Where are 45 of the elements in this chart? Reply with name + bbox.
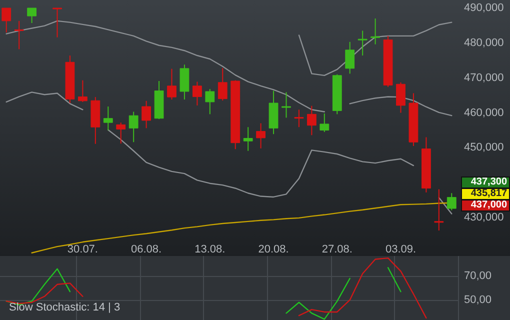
candlestick — [116, 122, 126, 144]
candlestick — [103, 106, 113, 131]
x-tick-label: 27.08. — [322, 244, 352, 256]
text: Slow Stochastic: 14 | 3 — [9, 302, 120, 314]
candlestick — [78, 80, 88, 102]
x-tick-label: 30.07. — [67, 244, 98, 256]
candlestick — [345, 41, 355, 74]
y-tick-label: 50,00 — [464, 294, 492, 306]
y-tick-label: 490,000 — [464, 2, 504, 14]
candlestick — [180, 64, 190, 100]
candlestick — [14, 20, 24, 50]
x-tick-label: 03.09. — [385, 244, 416, 256]
candlestick — [320, 112, 330, 132]
y-tick-label: 470,000 — [464, 72, 504, 84]
candlestick — [256, 122, 266, 149]
candlestick — [218, 68, 228, 102]
candlestick — [52, 8, 62, 38]
candlestick — [167, 68, 176, 100]
text: 437,300 — [470, 176, 508, 188]
candlestick — [282, 92, 291, 118]
candlestick — [2, 8, 12, 33]
y-tick-label: 480,000 — [464, 36, 504, 49]
y-tick-label: 430,000 — [464, 212, 504, 224]
candlestick — [192, 81, 202, 106]
candlestick — [434, 188, 444, 231]
candlestick — [128, 111, 138, 143]
y-tick-label: 70,00 — [464, 270, 492, 282]
line-series — [298, 22, 452, 76]
candlestick — [370, 18, 380, 45]
text: 437,000 — [470, 200, 508, 210]
x-tick-label: 20.08. — [258, 244, 289, 256]
y-tick-label: 450,000 — [464, 142, 504, 154]
candlestick — [358, 30, 368, 56]
y-tick-label: 460,000 — [464, 106, 504, 119]
x-tick-label: 13.08. — [194, 244, 226, 256]
candlestick — [142, 100, 152, 129]
candlestick — [294, 109, 304, 128]
candlestick — [446, 192, 456, 211]
candlestick — [205, 88, 215, 115]
candlestick — [306, 105, 316, 136]
candlestick — [396, 82, 406, 114]
text: 435,817 — [470, 188, 508, 199]
candlestick — [27, 8, 37, 24]
candlestick — [243, 126, 253, 152]
x-tick-label: 06.08. — [131, 244, 162, 256]
